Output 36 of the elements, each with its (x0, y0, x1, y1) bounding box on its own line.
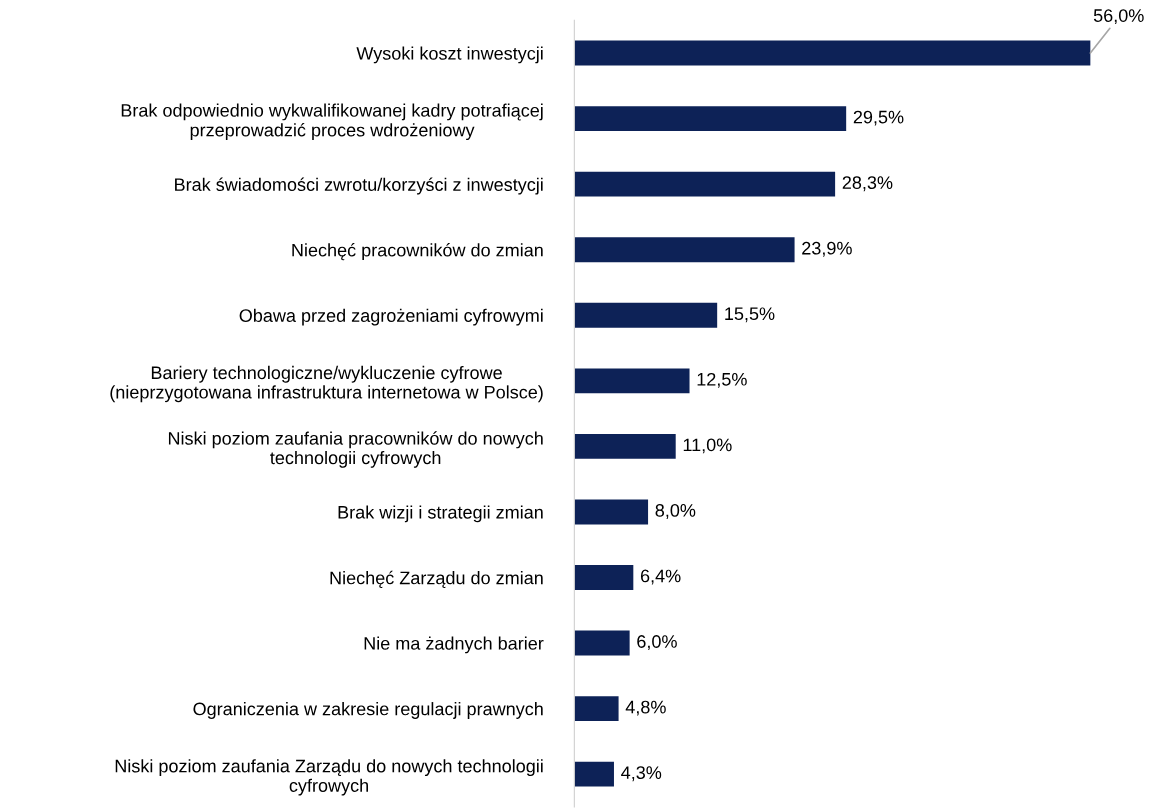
data-label: 11,0% (683, 438, 732, 454)
data-label: 6,0% (637, 635, 677, 651)
bar (574, 171, 836, 197)
bar (574, 106, 847, 132)
y-tick-label: Ograniczenia w zakresie regulacji prawnych (193, 702, 543, 719)
bar (574, 630, 630, 656)
data-label: 28,3% (842, 176, 893, 192)
bar (574, 40, 1091, 66)
bar (574, 761, 614, 787)
bar (574, 302, 718, 328)
y-tick-label: Brak odpowiednio wykwalifikowanej kadry potrafiącej przeprowadzić proces wdrożeniowy (121, 103, 543, 141)
bar (574, 368, 690, 394)
y-tick-label: Wysoki koszt inwestycji (356, 46, 543, 64)
bar (574, 696, 619, 722)
bar (574, 565, 634, 590)
data-label: 15,5% (725, 307, 775, 323)
y-tick-label: Brak świadomości zwrotu/korzyści z inwestycji (175, 177, 543, 195)
y-tick-label: Niski poziom zaufania Zarządu do nowych technologii cyfrowych (115, 759, 543, 796)
bar (574, 433, 676, 459)
y-tick-label: Brak wizji i strategii zmian (338, 505, 543, 523)
y-tick-label: Nie ma żadnych barier (364, 636, 544, 654)
y-tick-label: Niechęć Zarządu do zmian (330, 570, 543, 588)
data-label: 12,5% (697, 372, 747, 388)
y-tick-label: Obawa przed zagrożeniami cyfrowymi (239, 308, 543, 326)
bar (574, 237, 795, 263)
y-tick-label: Niski poziom zaufania pracowników do nowych technologii cyfrowych (168, 431, 543, 468)
data-label: 29,5% (853, 110, 904, 126)
data-label: 4,3% (621, 766, 662, 782)
data-label: 23,9% (802, 241, 852, 257)
data-label: 8,0% (655, 504, 696, 519)
data-label: 56,0% (1093, 9, 1144, 25)
data-label: 4,8% (625, 700, 666, 716)
bar (574, 499, 649, 525)
data-label: 6,4% (640, 569, 681, 585)
y-tick-label: Niechęć pracowników do zmian (292, 243, 543, 261)
y-tick-label: Bariery technologiczne/wykluczenie cyfrowe (nieprzygotowana infrastruktura internetowa w Polsce) (110, 365, 543, 403)
